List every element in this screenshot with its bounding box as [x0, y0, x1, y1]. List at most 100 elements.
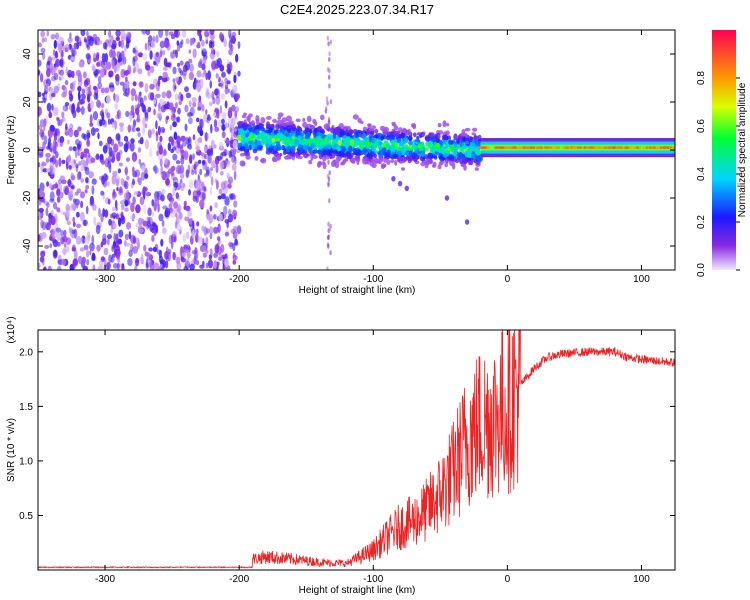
heatmap-cell — [214, 88, 219, 96]
heatmap-cell — [379, 149, 385, 155]
heatmap-cell — [174, 85, 177, 90]
heatmap-cell — [645, 146, 649, 149]
heatmap-cell — [41, 231, 47, 239]
heatmap-cell — [400, 148, 405, 156]
heatmap-cell — [107, 118, 111, 125]
heatmap-cell — [38, 262, 41, 269]
heatmap-cell — [125, 242, 131, 247]
heatmap-cell — [308, 147, 313, 153]
heatmap-cell — [43, 122, 46, 132]
heatmap-cell — [80, 237, 84, 245]
heatmap-cell — [90, 100, 94, 110]
heatmap-cell — [224, 100, 228, 109]
heatmap-cell — [251, 134, 255, 140]
heatmap-cell — [117, 57, 121, 63]
heatmap-cell — [174, 93, 178, 101]
heatmap-cell — [473, 135, 480, 140]
heatmap-cell — [205, 109, 208, 115]
heatmap-cell — [46, 115, 49, 123]
heatmap-cell — [73, 129, 79, 138]
heatmap-cell — [110, 226, 113, 235]
heatmap-cell — [126, 31, 131, 38]
heatmap-cell — [169, 125, 173, 131]
snr-y-tick-label: 1.0 — [19, 456, 33, 467]
heatmap-cell — [199, 118, 204, 129]
heatmap-cell — [386, 159, 391, 166]
heatmap-cell — [210, 123, 213, 134]
heatmap-cell — [155, 35, 159, 43]
heatmap-cell — [441, 145, 445, 152]
heatmap-cell — [98, 259, 104, 267]
heatmap-cell — [210, 139, 215, 150]
heatmap-cell — [228, 39, 233, 50]
heatmap-cell — [206, 209, 210, 215]
heatmap-cell — [80, 178, 84, 183]
heatmap-cell — [346, 136, 351, 142]
heatmap-cell — [176, 225, 182, 232]
heatmap-cell — [185, 258, 190, 265]
heatmap-cell — [199, 130, 204, 137]
heatmap-cell — [120, 39, 125, 49]
heatmap-cell — [174, 30, 179, 38]
heatmap-cell — [146, 190, 149, 197]
heatmap-cell — [90, 157, 96, 163]
heatmap-cell — [52, 49, 56, 56]
heatmap-cell — [94, 128, 100, 132]
heatmap-cell — [38, 234, 41, 242]
heatmap-cell — [162, 49, 166, 56]
heatmap-cell — [276, 155, 281, 160]
heatmap-cell — [204, 145, 207, 153]
heatmap-cell — [199, 199, 205, 208]
heatmap-cell — [147, 216, 153, 225]
heatmap-cell — [120, 178, 125, 186]
heatmap-cell — [83, 219, 87, 227]
heatmap-cell — [303, 129, 308, 134]
heatmap-cell — [51, 226, 56, 232]
heatmap-y-axis-label: Frequency (Hz) — [6, 116, 17, 185]
colorbar-tick-label: 0.2 — [696, 215, 707, 229]
heatmap-cell — [242, 161, 246, 167]
heatmap-cell — [151, 235, 155, 242]
heatmap-cell — [124, 233, 129, 241]
heatmap-cell — [102, 233, 107, 241]
heatmap-cell — [186, 231, 190, 240]
heatmap-cell — [207, 154, 212, 164]
heatmap-cell — [145, 258, 149, 268]
heatmap-cell — [456, 138, 461, 145]
heatmap-cell — [228, 213, 234, 223]
heatmap-cell — [101, 53, 106, 63]
heatmap-cell — [400, 141, 404, 147]
heatmap-cell — [158, 145, 163, 155]
heatmap-cell — [68, 146, 73, 151]
heatmap-cell — [202, 159, 206, 165]
heatmap-cell — [556, 146, 561, 149]
heatmap-cell — [254, 156, 259, 161]
heatmap-cell — [124, 167, 128, 175]
heatmap-cell — [144, 111, 149, 119]
heatmap-cell — [72, 244, 76, 251]
heatmap-cell — [428, 159, 433, 164]
heatmap-cell — [195, 228, 199, 235]
heatmap-cell — [130, 215, 135, 220]
heatmap-cell — [62, 247, 67, 256]
heatmap-cell — [416, 137, 420, 143]
heatmap-streak-cell — [328, 198, 331, 204]
snr-x-tick-label: 0 — [505, 574, 511, 585]
heatmap-cell — [326, 150, 333, 157]
heatmap-cell — [86, 259, 90, 266]
heatmap-cell — [185, 169, 189, 179]
heatmap-cell — [240, 152, 246, 157]
heatmap-cell — [124, 166, 128, 176]
heatmap-cell — [94, 72, 98, 78]
heatmap-cell — [163, 57, 168, 67]
heatmap-cell — [180, 145, 184, 154]
heatmap-cell — [127, 258, 133, 266]
heatmap-cell — [404, 138, 409, 144]
heatmap-cell — [235, 93, 241, 100]
heatmap-cell — [184, 104, 189, 113]
heatmap-cell — [428, 133, 431, 140]
heatmap-cell — [177, 142, 181, 149]
heatmap-cell — [122, 33, 127, 38]
heatmap-cell — [516, 146, 522, 149]
heatmap-cell — [377, 141, 383, 146]
